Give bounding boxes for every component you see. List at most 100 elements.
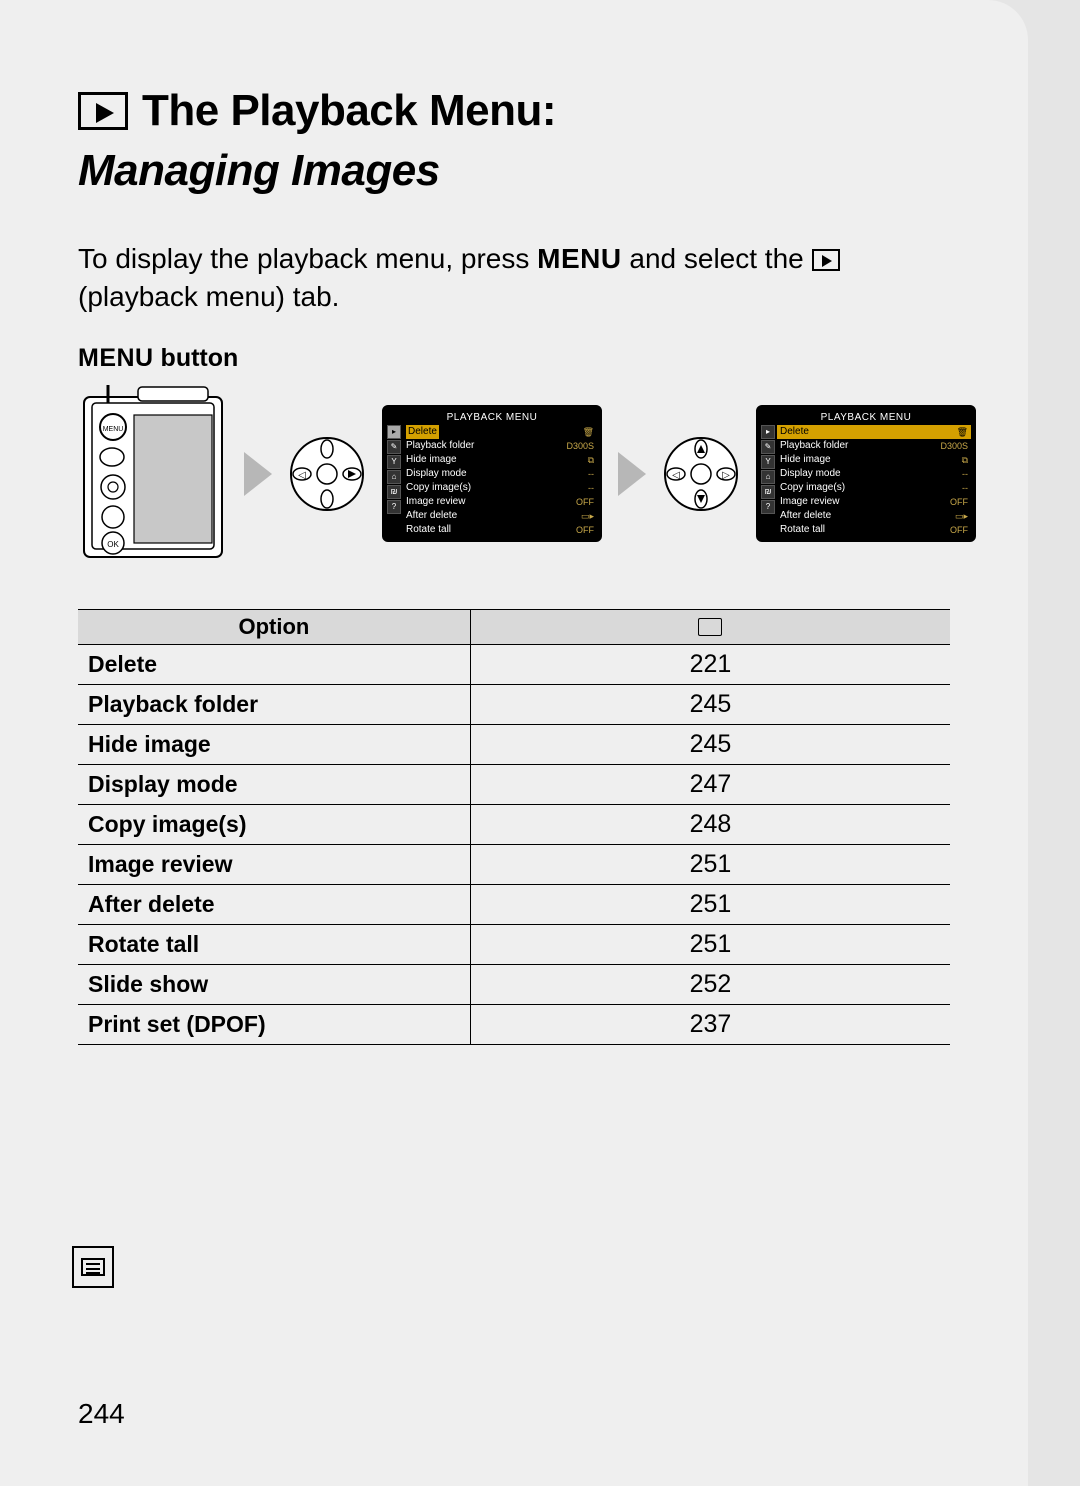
option-cell: Slide show	[78, 964, 470, 1004]
screen-title: PLAYBACK MENU	[387, 410, 597, 425]
screen-row-value: OFF	[576, 495, 594, 509]
intro-paragraph: To display the playback menu, press MENU…	[78, 240, 950, 316]
screen-tab-icon: Y	[387, 455, 401, 469]
playback-inline-icon	[812, 249, 840, 271]
screen-row-label: Image review	[780, 495, 839, 509]
page-cell: 252	[470, 964, 950, 1004]
option-cell: Print set (DPOF)	[78, 1004, 470, 1044]
screen-row: Hide image ⧉	[403, 453, 597, 467]
title-line: The Playback Menu:	[78, 86, 950, 136]
lcd-screen-1: PLAYBACK MENU ▸ ✎ Y ⌂ ₪ ? Delete 🗑Playbac…	[382, 405, 602, 542]
option-cell: Image review	[78, 844, 470, 884]
screen-row-value: D300S	[566, 439, 594, 453]
page-cell: 251	[470, 844, 950, 884]
screen-tab-icon: ₪	[761, 485, 775, 499]
screen-row: After delete ▭▸	[777, 509, 971, 523]
screen-row-value: --	[588, 467, 594, 481]
page-cell: 248	[470, 804, 950, 844]
page-cell: 251	[470, 924, 950, 964]
table-row: Display mode247	[78, 764, 950, 804]
screen-row-value: OFF	[950, 495, 968, 509]
screen-title: PLAYBACK MENU	[761, 410, 971, 425]
screen-row: Rotate tallOFF	[403, 523, 597, 537]
screen-tab-icon: Y	[761, 455, 775, 469]
screen-row-value: OFF	[950, 523, 968, 537]
screen-row-label: Playback folder	[780, 439, 848, 453]
intro-text-pre: To display the playback menu, press	[78, 243, 537, 274]
intro-text-mid: and select the	[622, 243, 812, 274]
screen-row: Hide image ⧉	[777, 453, 971, 467]
menu-button-label: MENU button	[78, 344, 950, 373]
screen-row: After delete▭▸	[403, 509, 597, 523]
screen-list-1: Delete🗑Playback folderD300SHide image⧉Di…	[403, 425, 597, 537]
table-row: Hide image245	[78, 724, 950, 764]
option-cell: Playback folder	[78, 684, 470, 724]
screen-row-value: ▭▸	[581, 509, 594, 523]
page-title: The Playback Menu:	[142, 86, 556, 136]
menu-button-suffix: button	[154, 344, 239, 372]
screen-tab-icon: ?	[387, 500, 401, 514]
screen-tab-icon: ?	[761, 500, 775, 514]
screen-row-value: 🗑	[957, 425, 968, 439]
options-table-body: Delete221Playback folder245Hide image245…	[78, 644, 950, 1044]
table-row: Slide show252	[78, 964, 950, 1004]
lcd-screen-2: PLAYBACK MENU ▸ ✎ Y ⌂ ₪ ? Delete🗑Playbac…	[756, 405, 976, 542]
table-row: Rotate tall251	[78, 924, 950, 964]
arrow-icon	[244, 452, 272, 496]
screen-row-label: Delete	[406, 425, 439, 439]
screen-row: Playback folder D300S	[777, 439, 971, 453]
menu-word: MENU	[537, 243, 621, 274]
screen-row: Playback folderD300S	[403, 439, 597, 453]
screen-row: Display mode --	[777, 467, 971, 481]
screen-row-value: ⧉	[962, 453, 968, 467]
section-tab-icon	[72, 1246, 114, 1288]
option-cell: Delete	[78, 644, 470, 684]
screen-tab-playback-icon: ▸	[761, 425, 775, 439]
option-cell: Rotate tall	[78, 924, 470, 964]
screen-row-value: --	[962, 481, 968, 495]
diagram-row: MENU OK ◁	[78, 379, 950, 569]
table-row: Image review251	[78, 844, 950, 884]
screen-row-label: Display mode	[780, 467, 841, 481]
screen-list-2: Delete🗑Playback folderD300SHide image⧉Di…	[777, 425, 971, 537]
page-cell: 221	[470, 644, 950, 684]
svg-text:◁: ◁	[672, 470, 680, 481]
table-row: Copy image(s)248	[78, 804, 950, 844]
screen-row-label: Hide image	[780, 453, 831, 467]
table-row: Delete221	[78, 644, 950, 684]
dpad-updown-illustration: ◁ ▷	[662, 435, 740, 513]
screen-row-label: Hide image	[406, 453, 457, 467]
screen-row: Copy image(s)--	[403, 481, 597, 495]
page-cell: 247	[470, 764, 950, 804]
manual-page: The Playback Menu: Managing Images To di…	[0, 0, 1028, 1486]
screen-row-value: 🗑	[583, 425, 594, 439]
screen-row-value: ⧉	[588, 453, 594, 467]
page-cell: 237	[470, 1004, 950, 1044]
option-cell: Hide image	[78, 724, 470, 764]
screen-tab-icon: ₪	[387, 485, 401, 499]
screen-row: Delete 🗑	[403, 425, 597, 439]
page-cell: 245	[470, 724, 950, 764]
dpad-right-illustration: ◁	[288, 435, 366, 513]
screen-row: Image review OFF	[777, 495, 971, 509]
playback-icon	[78, 92, 128, 130]
screen-row-label: After delete	[780, 509, 831, 523]
screen-tabs: ▸ ✎ Y ⌂ ₪ ?	[387, 425, 403, 537]
screen-row-value: --	[962, 467, 968, 481]
screen-row-value: ▭▸	[955, 509, 968, 523]
screen-row-label: Delete	[780, 425, 809, 439]
table-row: Playback folder245	[78, 684, 950, 724]
screen-row: Image review OFF	[403, 495, 597, 509]
screen-tab-icon: ✎	[387, 440, 401, 454]
svg-text:OK: OK	[107, 540, 119, 549]
table-row: After delete251	[78, 884, 950, 924]
page-number: 244	[78, 1398, 125, 1430]
screen-row-label: Image review	[406, 495, 465, 509]
screen-row-label: Rotate tall	[780, 523, 825, 537]
screen-row: Delete 🗑	[777, 425, 971, 439]
page-cell: 245	[470, 684, 950, 724]
intro-text-post: (playback menu) tab.	[78, 281, 339, 312]
screen-row-value: D300S	[940, 439, 968, 453]
screen-row-value: OFF	[576, 523, 594, 537]
svg-text:▷: ▷	[722, 470, 730, 481]
